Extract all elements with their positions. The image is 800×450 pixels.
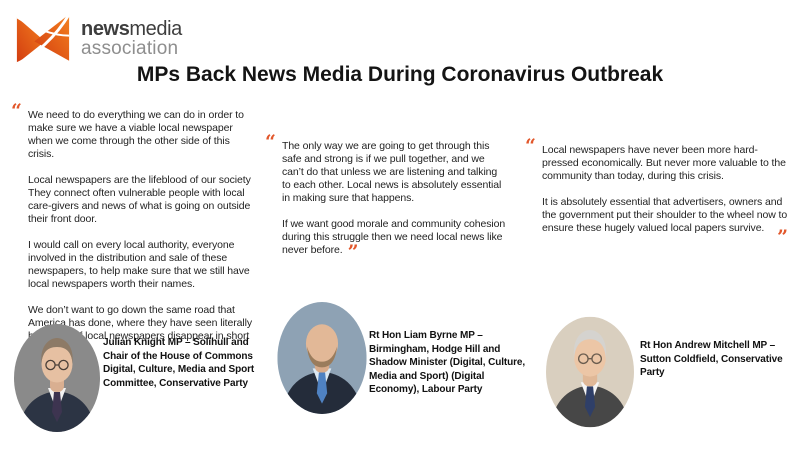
quote-andrew-mitchell: “ Local newspapers have never been more …	[525, 137, 792, 247]
quote-paragraph: If we want good morale and community coh…	[282, 218, 508, 262]
nma-logo-text: newsmedia association	[81, 19, 182, 60]
logo-name-bold: news	[81, 18, 130, 41]
person-caption: Rt Hon Liam Byrne MP – Birmingham, Hodge…	[369, 330, 526, 395]
quote-paragraph: I would call on every local authority, e…	[28, 239, 250, 290]
logo-name: newsmedia	[81, 19, 182, 39]
nma-logo-icon	[16, 13, 71, 66]
quote-julian-knight: “ We need to do everything we can do in …	[11, 102, 258, 361]
portrait-liam-byrne	[277, 302, 367, 414]
nma-logo: newsmedia association	[14, 12, 182, 67]
open-quote-icon: “	[11, 100, 22, 122]
portrait-photo-icon	[14, 324, 100, 432]
quote-paragraph: It is absolutely essential that advertis…	[542, 196, 788, 234]
portrait-andrew-mitchell	[546, 316, 634, 428]
person-caption: Julian Knight MP – Solihull and Chair of…	[103, 337, 255, 389]
quote-paragraph: Local newspapers have never been more ha…	[542, 144, 786, 182]
logo-name-regular: media	[129, 18, 182, 41]
person-caption: Rt Hon Andrew Mitchell MP – Sutton Coldf…	[640, 340, 783, 378]
closing-quote-row: ”	[542, 228, 792, 247]
portrait-julian-knight	[14, 324, 100, 432]
quote-text: If we want good morale and community coh…	[282, 218, 506, 256]
portrait-photo-icon	[277, 302, 367, 414]
open-quote-icon: “	[525, 135, 536, 157]
quote-paragraph: We need to do everything we can do in or…	[28, 109, 244, 160]
quote-paragraph: The only way we are going to get through…	[282, 140, 502, 204]
close-quote-icon: ”	[777, 226, 788, 248]
close-quote-icon: ”	[347, 241, 359, 263]
page-title: MPs Back News Media During Coronavirus O…	[136, 63, 664, 86]
open-quote-icon: “	[265, 131, 276, 153]
portrait-photo-icon	[546, 316, 634, 428]
logo-subtitle: association	[81, 38, 179, 60]
quote-paragraph: Local newspapers are the lifeblood of ou…	[28, 174, 251, 225]
quote-liam-byrne: “ The only way we are going to get throu…	[265, 133, 508, 262]
